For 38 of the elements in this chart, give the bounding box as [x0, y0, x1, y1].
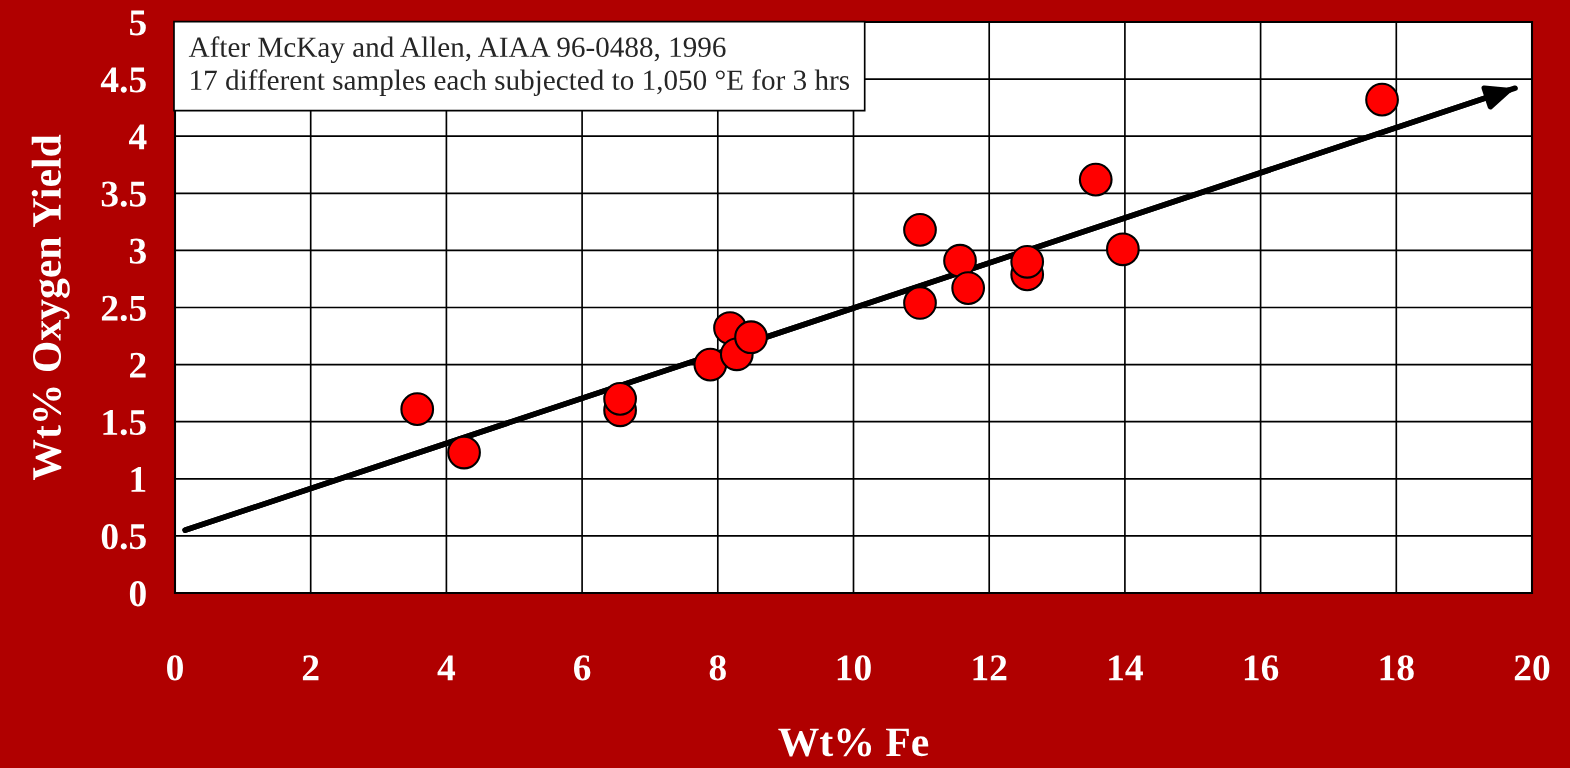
point	[1105, 232, 1140, 267]
y-tick-label: 0.5	[101, 523, 146, 550]
x-axis-title: Wt% Fe	[778, 728, 929, 757]
y-tick-label: 5	[129, 10, 146, 36]
point	[1365, 82, 1399, 117]
y-tick-label: 0	[129, 581, 146, 607]
x-tick-label: 8	[709, 655, 726, 681]
x-tick-label: 18	[1380, 655, 1414, 681]
x-tick-label: 4	[437, 655, 456, 681]
x-tick-label: 0	[167, 655, 183, 681]
y-tick-label: 3.5	[101, 181, 146, 207]
y-tick-label: 2	[130, 352, 146, 378]
point	[447, 435, 481, 470]
y-tick-label: 4.5	[100, 67, 146, 93]
x-tick-label: 12	[973, 655, 1007, 681]
annotation: After McKay and Allen, AIAA 96-0488, 1996 17 different samples each subjected to 1,050 °E for 3 hrs	[188, 36, 850, 97]
x-tick-label: 2	[302, 655, 319, 681]
x-tick-label: 20	[1514, 655, 1550, 681]
point	[1010, 244, 1045, 279]
point	[903, 212, 937, 247]
y-tick-label: 2.5	[101, 295, 146, 322]
x-tick-label: 10	[837, 655, 871, 681]
x-tick-label: 14	[1109, 655, 1143, 681]
point	[693, 347, 728, 382]
point	[903, 286, 937, 320]
y-tick-label: 4	[128, 124, 147, 150]
x-tick-label: 16	[1244, 655, 1279, 681]
point	[400, 392, 435, 427]
point	[951, 271, 986, 305]
point	[943, 243, 977, 278]
y-tick-label: 3	[129, 238, 146, 264]
point	[603, 381, 637, 416]
y-axis-title: Wt% Oxygen Yield	[31, 134, 70, 481]
x-tick-label: 6	[574, 655, 591, 681]
point	[734, 320, 768, 355]
point	[1078, 162, 1113, 197]
y-tick-label: 1	[131, 467, 146, 492]
y-tick-label: 1.5	[103, 409, 146, 436]
